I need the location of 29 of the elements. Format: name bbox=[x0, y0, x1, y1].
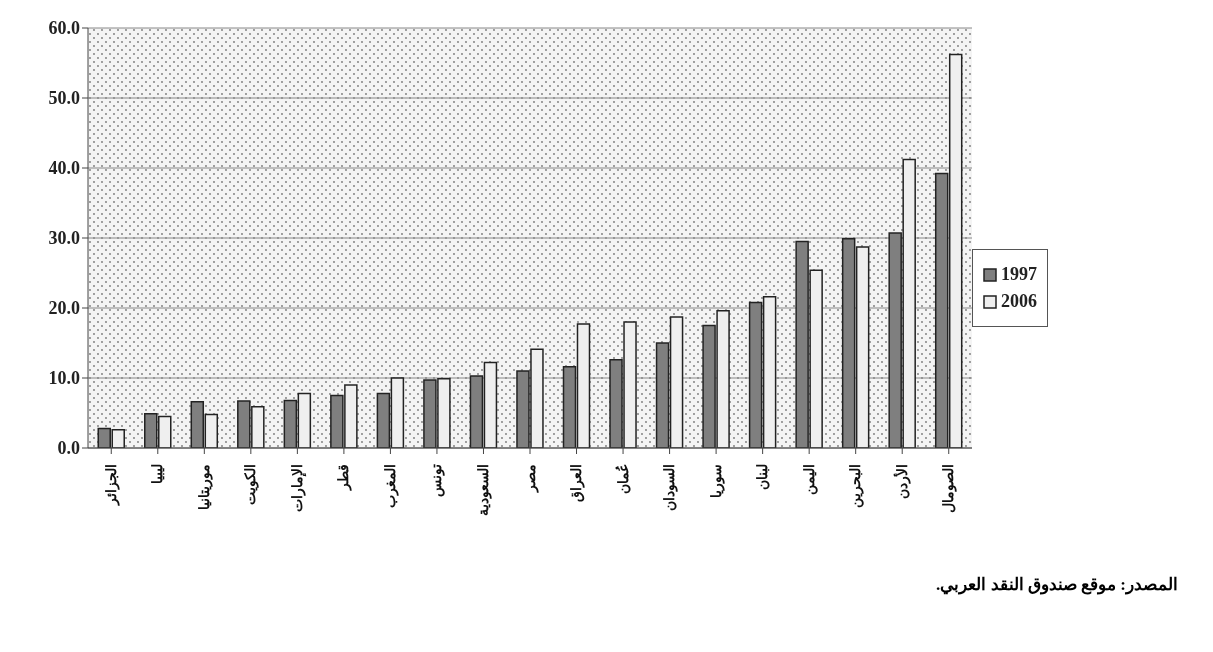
y-tick-label: 30.0 bbox=[48, 228, 80, 249]
x-tick-label: لبنان bbox=[755, 464, 771, 490]
y-tick-label: 50.0 bbox=[48, 88, 80, 109]
x-tick-label: عُمان bbox=[614, 464, 631, 494]
x-tick-label: مصر bbox=[522, 464, 539, 493]
x-tick-label: الجزائر bbox=[103, 464, 120, 506]
x-tick-label: الإمارات bbox=[289, 464, 307, 512]
x-tick-label: البحرين bbox=[848, 464, 865, 508]
x-tick-label: تونس bbox=[429, 464, 446, 497]
legend-label: 1997 bbox=[1001, 264, 1037, 285]
y-tick-label: 10.0 bbox=[48, 368, 80, 389]
y-tick-label: 60.0 bbox=[48, 18, 80, 39]
x-tick-label: موريتانيا bbox=[196, 464, 213, 510]
x-tick-label: العراق bbox=[569, 464, 586, 502]
y-tick-label: 40.0 bbox=[48, 158, 80, 179]
x-tick-label: الصومال bbox=[941, 464, 958, 513]
text: المصدر: موقع صندوق النقد العربي. bbox=[935, 574, 1179, 597]
x-tick-label: سوريا bbox=[708, 464, 725, 498]
x-tick-label: ليبيا bbox=[150, 464, 166, 484]
x-tick-label: قطر bbox=[336, 464, 353, 491]
x-tick-label: السعودية bbox=[475, 464, 492, 516]
y-tick-label: 0.0 bbox=[57, 438, 80, 459]
x-tick-label: الكويت bbox=[243, 464, 260, 505]
x-tick-label: المغرب bbox=[382, 464, 399, 508]
y-tick-label: 20.0 bbox=[48, 298, 80, 319]
x-tick-label: اليمن bbox=[801, 464, 818, 495]
legend-label: 2006 bbox=[1001, 291, 1037, 312]
x-tick-label: الأردن bbox=[892, 464, 911, 499]
x-tick-label: السودان bbox=[662, 464, 679, 511]
